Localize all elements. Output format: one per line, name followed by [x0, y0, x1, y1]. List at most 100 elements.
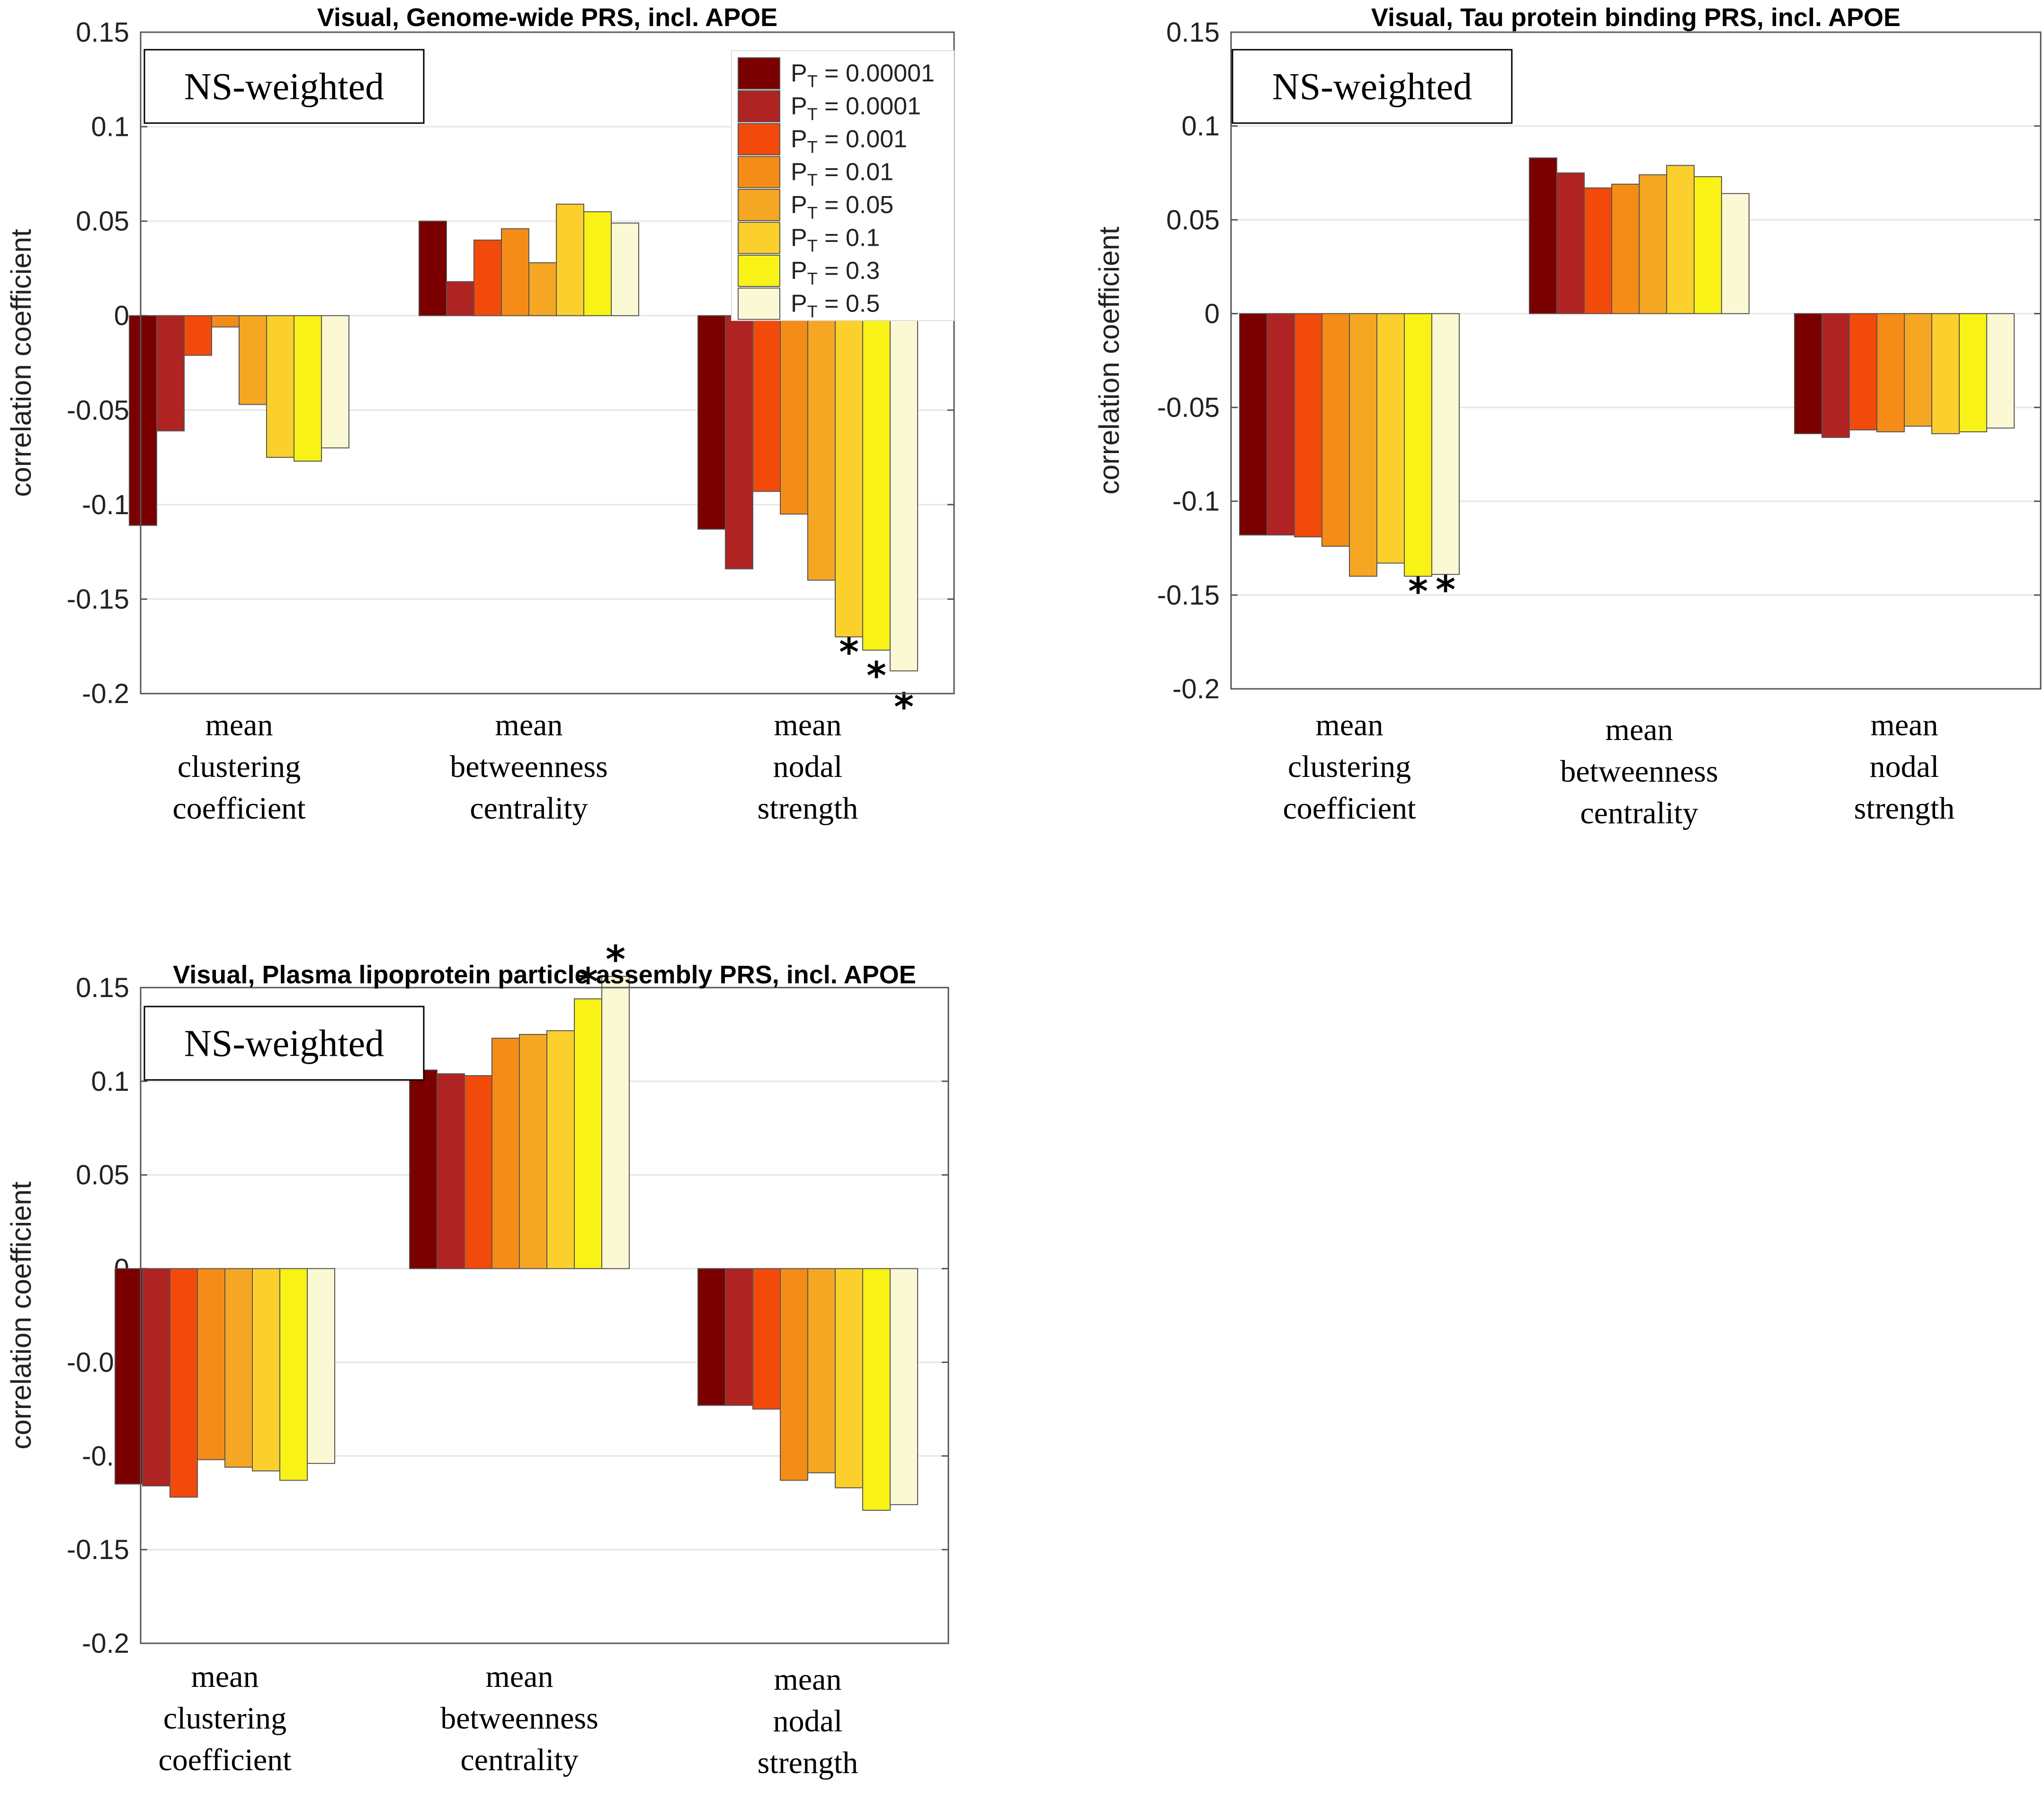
y-axis-label: correlation coefficient [5, 1181, 37, 1449]
bar [807, 315, 836, 581]
y-tick-label: -0.15 [1157, 580, 1220, 611]
bar [1639, 174, 1667, 314]
bar [437, 1073, 465, 1269]
y-tick-label: -0.1 [82, 490, 129, 520]
ns-weighted-box [143, 49, 425, 124]
bar [294, 315, 322, 462]
bar [1721, 193, 1749, 314]
bar [583, 211, 612, 316]
plot-frame [140, 987, 949, 1644]
chart-panel-tau-protein: 0.15 0.1 0.05 0 -0.05 -0.1 -0.15 -0.2 * * Visual, … [1093, 3, 2042, 830]
bar [556, 204, 584, 316]
bar [1666, 165, 1695, 314]
bar [1694, 176, 1722, 314]
ns-weighted-label: NS-weighted [1272, 66, 1472, 108]
chart-panel-genome-wide: 0.150.10.050-0.05-0.1-0.15-0.2***Visual,… [5, 3, 955, 826]
bar [601, 976, 630, 1269]
bar [1321, 313, 1350, 547]
bar [725, 1268, 753, 1406]
bar [266, 315, 295, 458]
bar [170, 1268, 198, 1498]
y-tick-label: 0.1 [91, 112, 129, 143]
bar [129, 315, 157, 526]
x-category-label: mean nodal strength [1854, 708, 1955, 826]
x-category-label: mean betweenness centrality [450, 708, 608, 826]
bar [807, 1268, 836, 1473]
bar [1904, 313, 1932, 427]
legend-label: PT = 0.001 [791, 125, 907, 157]
legend-swatch [738, 222, 780, 254]
y-tick-label: 0.05 [76, 206, 129, 237]
y-tick-label: 0 [114, 301, 129, 331]
bar [307, 1268, 335, 1464]
y-tick-label: -0.15 [67, 1534, 129, 1565]
bar [574, 998, 602, 1269]
bar [546, 1030, 575, 1269]
bar [752, 1268, 781, 1410]
bar [1584, 187, 1612, 314]
bar [1849, 313, 1877, 431]
bar [1611, 183, 1640, 314]
legend-swatch [738, 57, 780, 89]
bar [211, 315, 240, 328]
bar [446, 281, 474, 316]
bar [224, 1268, 253, 1468]
legend-swatch [738, 123, 780, 155]
plot-frame [140, 31, 955, 695]
bar [184, 315, 212, 356]
ns-weighted-label: NS-weighted [184, 66, 384, 108]
y-tick-label: 0.15 [76, 972, 129, 1003]
bar [1794, 313, 1822, 435]
x-category-label: mean betweenness centrality [440, 1659, 598, 1777]
chart-title: Visual, Tau protein binding PRS, incl. A… [1371, 3, 1901, 32]
legend-label: PT = 0.1 [791, 224, 880, 256]
legend-swatch [738, 90, 780, 123]
y-axis-label: correlation coefficient [5, 229, 37, 497]
bar [409, 1069, 437, 1269]
bar [239, 315, 267, 405]
chart-title: Visual, Plasma lipoprotein particle asse… [173, 961, 916, 989]
bar [611, 223, 639, 316]
legend-label: PT = 0.01 [791, 159, 893, 190]
bar [862, 1268, 891, 1511]
bar [1931, 313, 1960, 435]
bar [1959, 313, 1987, 433]
ns-weighted-box [143, 1006, 425, 1081]
x-category-label: mean clustering coefficient [1283, 708, 1416, 826]
bar [115, 1268, 143, 1485]
chart-title: Visual, Genome-wide PRS, incl. APOE [317, 3, 777, 32]
legend-label: PT = 0.5 [791, 290, 880, 321]
x-category-label: mean betweenness centrality [1560, 713, 1718, 830]
bar [528, 262, 557, 316]
y-tick-label: -0.05 [1157, 392, 1220, 423]
legend-swatch [738, 189, 780, 221]
significance-star: * [839, 630, 859, 674]
legend-label: PT = 0.05 [791, 191, 893, 223]
bar [1556, 172, 1585, 314]
significance-star: * [1408, 570, 1428, 614]
bar [1529, 157, 1557, 314]
bar [780, 315, 808, 515]
bar [501, 228, 529, 316]
bar [835, 315, 863, 638]
legend-label: PT = 0.00001 [791, 60, 935, 91]
legend-swatch [738, 255, 780, 287]
chart-panel-plasma-lipoprotein: 0.150.10.050-0.05-0.1-0.15-0.2**Visual, … [5, 937, 949, 1780]
bar [697, 1268, 726, 1406]
y-tick-label: -0.2 [82, 1628, 129, 1659]
bar [835, 1268, 863, 1488]
bar [780, 1268, 808, 1481]
y-tick-label: 0.1 [1181, 111, 1220, 142]
y-tick-label: -0.1 [1172, 486, 1220, 517]
bar [156, 315, 185, 432]
legend-label: PT = 0.0001 [791, 93, 921, 124]
bar [1404, 313, 1432, 577]
bar [890, 315, 918, 672]
bar [142, 1268, 170, 1487]
significance-star: * [866, 654, 886, 698]
y-tick-label: 0.15 [1166, 17, 1220, 48]
bar [252, 1268, 280, 1471]
x-category-label: mean clustering coefficient [159, 1659, 292, 1777]
y-axis-label: correlation coefficient [1093, 226, 1125, 494]
